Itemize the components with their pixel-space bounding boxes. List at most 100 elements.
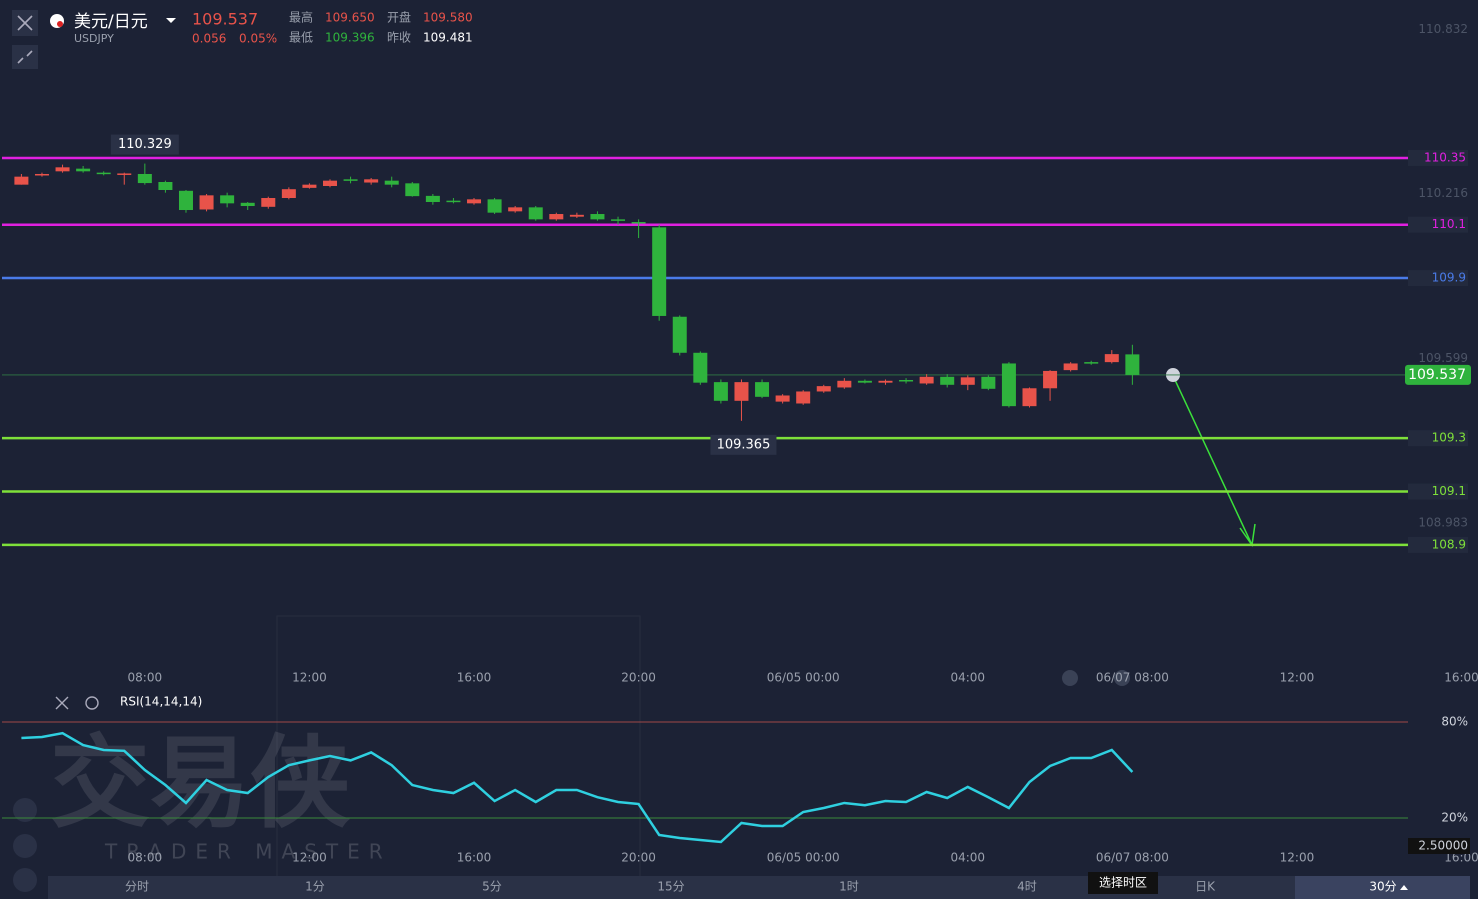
- y-tick-label: 109.599: [1418, 351, 1468, 365]
- candle-body: [220, 195, 235, 204]
- x-tick-label: 20:00: [621, 671, 656, 685]
- candle-body: [919, 376, 934, 384]
- tool-button[interactable]: [13, 834, 37, 858]
- rsi-x-tick-label: 06/05 00:00: [767, 851, 840, 865]
- tab[interactable]: 5分: [482, 880, 502, 894]
- price: 109.537: [192, 10, 258, 29]
- candle-body: [1043, 370, 1058, 389]
- stat-value: 109.650: [325, 11, 375, 25]
- level-tag: [1408, 430, 1468, 447]
- rsi-x-tick-label: 08:00: [128, 851, 163, 865]
- candle-body: [96, 172, 111, 175]
- candle-body: [816, 386, 831, 392]
- candle-body: [960, 377, 975, 385]
- y-tick-label: 110.832: [1418, 22, 1468, 36]
- candle-body: [34, 173, 49, 176]
- tooltip-box: [1088, 872, 1158, 894]
- level-label: 110.1: [1432, 217, 1466, 231]
- level-label: 109.1: [1432, 484, 1466, 498]
- tab-caret: [1400, 885, 1408, 890]
- tab[interactable]: 分时: [125, 880, 149, 894]
- candle-body: [672, 316, 687, 353]
- x-tick-label: 06/07 08:00: [1096, 671, 1169, 685]
- level-label: 108.9: [1432, 537, 1466, 551]
- candle-body: [55, 167, 70, 172]
- candle-body: [425, 195, 440, 203]
- symbol-name: 美元/日元: [74, 12, 148, 32]
- stat-value: 109.580: [423, 11, 473, 25]
- candle-body: [775, 395, 790, 402]
- candle-body: [487, 199, 502, 213]
- level-label: 109.3: [1432, 431, 1466, 445]
- x-tick-label: 04:00: [950, 671, 985, 685]
- tab[interactable]: 1时: [839, 880, 859, 894]
- tab[interactable]: 4时: [1017, 880, 1037, 894]
- tab[interactable]: 15分: [657, 880, 684, 894]
- trend-arrow: [1174, 379, 1256, 547]
- rsi-close[interactable]: [55, 696, 69, 710]
- candle-body: [837, 380, 852, 388]
- change-pct: 0.05%: [239, 32, 277, 46]
- candle-body: [1022, 388, 1037, 407]
- candle-body: [384, 180, 399, 185]
- high-tag: [110, 134, 179, 155]
- tool-button[interactable]: [13, 798, 37, 822]
- x-tick-label: 12:00: [1280, 671, 1315, 685]
- tab[interactable]: 日K: [1195, 880, 1216, 894]
- rsi-scale-tag: [1408, 838, 1470, 854]
- rsi-x-tick-label: 12:00: [1280, 851, 1315, 865]
- x-tick-label: 12:00: [292, 671, 327, 685]
- high-label: 110.329: [118, 137, 172, 152]
- low-tag: [710, 434, 777, 455]
- candle-body: [590, 214, 605, 220]
- x-tick-label: 06/05 00:00: [767, 671, 840, 685]
- rsi-x-tick-label: 12:00: [292, 851, 327, 865]
- x-tick-label: 16:00: [457, 671, 492, 685]
- candle-body: [549, 214, 564, 220]
- watermark-sub: TRADER MASTER: [104, 840, 392, 864]
- level-tag: [1408, 216, 1468, 233]
- candle-body: [755, 382, 770, 397]
- candle-body: [446, 200, 461, 203]
- scroll-dot[interactable]: [1114, 670, 1130, 686]
- rsi-line: [21, 731, 1134, 844]
- price-tag-label: 109.537: [1408, 367, 1466, 383]
- y-tick-label: 108.983: [1418, 515, 1468, 529]
- low-label: 109.365: [717, 437, 771, 452]
- watermark: 交易侠: [50, 724, 351, 841]
- stat-label: 开盘: [387, 10, 411, 25]
- scroll-dot[interactable]: [1062, 670, 1078, 686]
- candle-body: [76, 168, 91, 172]
- flag-dot: [57, 21, 63, 27]
- stat-value: 109.396: [325, 31, 375, 45]
- candle-body: [302, 184, 317, 188]
- panel-shade: [276, 615, 641, 899]
- candle-body: [343, 179, 358, 181]
- rsi-x-tick-label: 04:00: [950, 851, 985, 865]
- close-icon: [17, 15, 33, 31]
- dropdown[interactable]: [166, 18, 176, 23]
- candle-body: [137, 173, 152, 184]
- tab[interactable]: 1分: [305, 880, 325, 894]
- candle-body: [117, 173, 132, 175]
- tool-button[interactable]: [13, 868, 37, 892]
- candle-body: [857, 380, 872, 383]
- candle-body: [1001, 363, 1016, 407]
- level-tag: [1408, 536, 1468, 553]
- stat-label: 昨收: [387, 31, 411, 45]
- candle-body: [467, 199, 482, 204]
- rsi-x-tick-label: 20:00: [621, 851, 656, 865]
- tab[interactable]: 30分: [1369, 880, 1396, 894]
- rsi-settings[interactable]: [85, 696, 99, 710]
- candle-body: [652, 227, 667, 316]
- candle-body: [611, 219, 626, 221]
- collapse-button[interactable]: [12, 45, 38, 69]
- rsi-tick-label: 80%: [1441, 715, 1468, 729]
- stat-value: 109.481: [423, 31, 473, 45]
- level-tag: [1408, 270, 1468, 287]
- rsi-x-tick-label: 16:00: [457, 851, 492, 865]
- candle-body: [528, 207, 543, 220]
- collapse-icon: [17, 50, 33, 64]
- candle-body: [940, 376, 955, 385]
